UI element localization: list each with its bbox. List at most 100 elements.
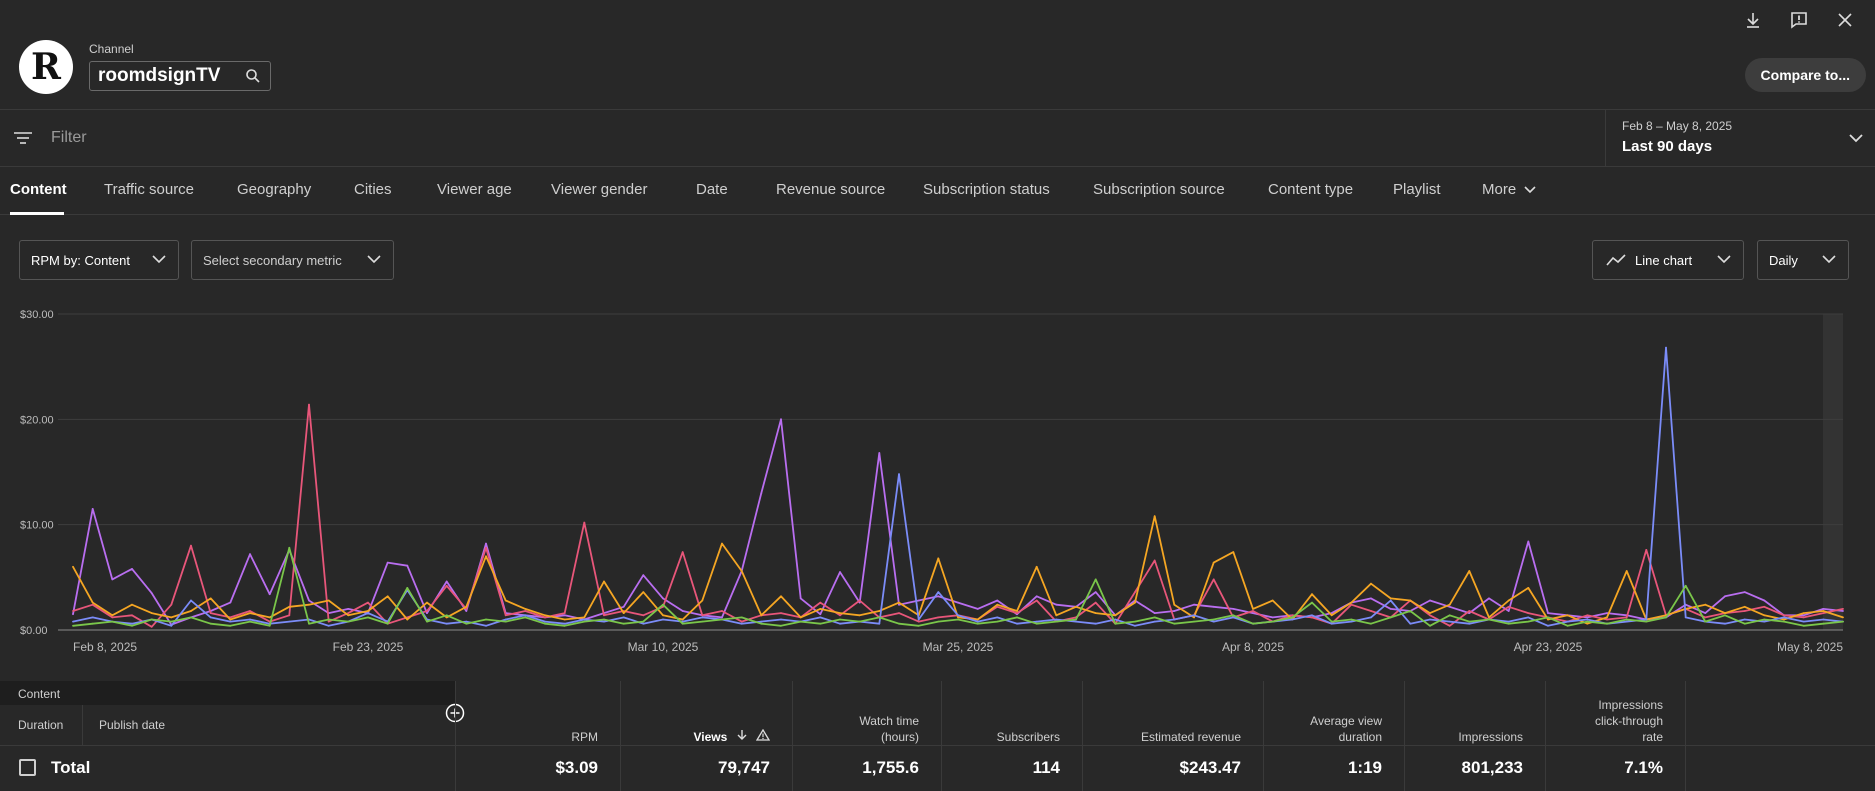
tab-subscription-source[interactable]: Subscription source bbox=[1093, 181, 1225, 198]
column-impressions[interactable]: Impressions 801,233 bbox=[1404, 681, 1545, 791]
tab-cities[interactable]: Cities bbox=[354, 181, 392, 198]
data-point bbox=[1547, 616, 1549, 619]
column-subscribers[interactable]: Subscribers 114 bbox=[941, 681, 1082, 791]
data-point bbox=[1468, 620, 1471, 623]
data-point bbox=[1468, 570, 1471, 572]
tab-viewer-age[interactable]: Viewer age bbox=[437, 181, 512, 198]
data-point bbox=[308, 403, 310, 406]
total-row-checkbox[interactable] bbox=[19, 759, 36, 776]
column-watch-time[interactable]: Watch time (hours) 1,755.6 bbox=[792, 681, 941, 791]
data-point bbox=[878, 616, 881, 619]
data-point bbox=[1429, 612, 1431, 614]
data-point bbox=[1153, 612, 1156, 614]
tab-content[interactable]: Content bbox=[10, 181, 67, 198]
chevron-down-icon bbox=[1822, 255, 1836, 264]
data-point bbox=[524, 614, 527, 617]
secondary-metric-dropdown[interactable]: Select secondary metric bbox=[191, 240, 394, 280]
tab-date[interactable]: Date bbox=[696, 181, 728, 198]
data-point bbox=[760, 492, 763, 494]
compare-button[interactable]: Compare to... bbox=[1744, 58, 1866, 92]
data-point bbox=[721, 610, 723, 612]
data-point bbox=[308, 603, 310, 606]
data-point bbox=[445, 614, 448, 617]
rpm-header: RPM bbox=[571, 730, 598, 744]
publish-date-column-header[interactable]: Publish date bbox=[99, 718, 166, 732]
data-point bbox=[327, 618, 330, 621]
data-point bbox=[976, 618, 979, 621]
tab-geography[interactable]: Geography bbox=[237, 181, 312, 198]
data-point bbox=[1586, 620, 1589, 623]
chevron-down-icon bbox=[1717, 255, 1731, 264]
dimension-tabs: Content Traffic source Geography Cities … bbox=[0, 167, 1875, 215]
data-point bbox=[544, 622, 546, 625]
data-point bbox=[1822, 610, 1825, 612]
chart-type-dropdown[interactable]: Line chart bbox=[1592, 240, 1744, 280]
tab-more[interactable]: More bbox=[1482, 181, 1536, 198]
content-column-header[interactable]: Content bbox=[0, 681, 455, 705]
data-point bbox=[1763, 605, 1766, 608]
data-point bbox=[445, 616, 448, 619]
logo-letter: R bbox=[31, 46, 61, 88]
data-point bbox=[1822, 618, 1825, 621]
chevron-down-icon bbox=[152, 255, 166, 264]
y-tick-label: $20.00 bbox=[20, 414, 54, 426]
secondary-metric-label: Select secondary metric bbox=[203, 252, 342, 268]
data-point bbox=[858, 620, 861, 623]
data-point bbox=[1252, 608, 1254, 610]
tab-viewer-gender[interactable]: Viewer gender bbox=[551, 181, 648, 198]
data-point bbox=[701, 620, 704, 623]
subscribers-header: Subscribers bbox=[996, 730, 1060, 744]
filter-icon[interactable] bbox=[14, 130, 32, 151]
data-point bbox=[131, 622, 133, 625]
column-estimated-revenue[interactable]: Estimated revenue $243.47 bbox=[1082, 681, 1263, 791]
granularity-dropdown[interactable]: Daily bbox=[1757, 240, 1849, 280]
column-views[interactable]: Views 79,747 bbox=[620, 681, 792, 791]
data-point bbox=[662, 618, 664, 621]
data-point bbox=[111, 578, 114, 581]
data-point bbox=[957, 601, 959, 604]
data-point bbox=[1311, 616, 1313, 619]
data-point bbox=[1547, 624, 1549, 627]
close-icon[interactable] bbox=[1835, 10, 1855, 30]
column-average-view-duration[interactable]: Average view duration 1:19 bbox=[1263, 681, 1404, 791]
data-point bbox=[131, 624, 133, 627]
data-point bbox=[544, 614, 546, 617]
date-range-selector[interactable]: Feb 8 – May 8, 2025 Last 90 days bbox=[1605, 110, 1875, 167]
feedback-icon[interactable] bbox=[1789, 10, 1809, 30]
tab-revenue-source[interactable]: Revenue source bbox=[776, 181, 886, 198]
tab-playlist[interactable]: Playlist bbox=[1393, 181, 1441, 198]
search-icon[interactable] bbox=[245, 68, 261, 89]
data-point bbox=[229, 618, 232, 621]
average-view-duration-total: 1:19 bbox=[1347, 758, 1382, 777]
data-point bbox=[878, 622, 881, 625]
tab-content-type[interactable]: Content type bbox=[1268, 181, 1354, 198]
channel-logo[interactable]: R bbox=[19, 40, 73, 94]
tab-subscription-status[interactable]: Subscription status bbox=[923, 181, 1050, 198]
rpm-line-chart[interactable]: $30.00 $20.00 $10.00 $0.00 Feb 8, 2025 Feb 23… bbox=[0, 290, 1875, 665]
column-impressions-ctr[interactable]: Impressions click-through rate 7.1% bbox=[1545, 681, 1686, 791]
data-point bbox=[563, 622, 566, 625]
filter-input[interactable]: Filter bbox=[51, 129, 87, 146]
data-point bbox=[1665, 346, 1667, 349]
data-point bbox=[1586, 618, 1589, 621]
data-point bbox=[898, 622, 900, 625]
tab-traffic-source[interactable]: Traffic source bbox=[104, 181, 195, 198]
data-point bbox=[1802, 616, 1805, 619]
data-point bbox=[1173, 618, 1176, 621]
duration-column-header[interactable]: Duration bbox=[18, 718, 64, 732]
data-point bbox=[1802, 612, 1805, 614]
data-point bbox=[839, 618, 841, 621]
channel-selector[interactable]: roomdsignTV bbox=[89, 61, 271, 91]
data-point bbox=[1035, 622, 1038, 625]
data-point bbox=[524, 610, 527, 612]
metric-dropdown[interactable]: RPM by: Content bbox=[19, 240, 179, 280]
data-point bbox=[878, 610, 881, 612]
data-point bbox=[819, 613, 822, 616]
data-point bbox=[1212, 620, 1215, 623]
rpm-total: $3.09 bbox=[555, 758, 598, 777]
column-rpm[interactable]: RPM $3.09 bbox=[455, 681, 620, 791]
download-icon[interactable] bbox=[1743, 10, 1763, 30]
data-point bbox=[681, 610, 684, 612]
data-point bbox=[524, 616, 527, 619]
data-point bbox=[1507, 605, 1510, 608]
